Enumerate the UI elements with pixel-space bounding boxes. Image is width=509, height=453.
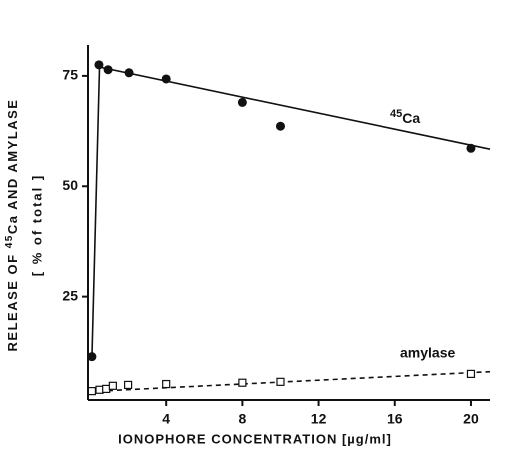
x-tick-label: 4 [162, 411, 170, 427]
x-axis-label: IONOPHORE CONCENTRATION [µg/ml] [118, 431, 392, 446]
y-label-part: RELEASE OF [5, 248, 20, 351]
series-label-text: Ca [402, 110, 420, 126]
x-tick-label: 20 [463, 411, 479, 427]
series-label: amylase [400, 344, 455, 360]
y-tick-label: 50 [62, 177, 78, 193]
x-tick-label: 8 [238, 411, 246, 427]
point [124, 68, 134, 78]
point [237, 97, 247, 107]
series-label-text: amylase [400, 344, 455, 360]
point [123, 380, 133, 390]
series-label-sup: 45 [390, 108, 402, 120]
fit-line [89, 370, 491, 393]
series-label: 45Ca [390, 108, 420, 126]
point [94, 60, 104, 70]
point [276, 377, 285, 386]
point [87, 352, 97, 362]
fit-line [91, 66, 491, 359]
point [162, 379, 171, 389]
y-tick-label: 25 [62, 287, 78, 303]
y-label-part: Ca AND AMYLASE [5, 99, 20, 235]
point [108, 381, 117, 390]
y-axis-label-2: [ % of total ] [29, 174, 44, 276]
point [275, 121, 285, 131]
y-tick-label: 75 [62, 67, 78, 83]
point [466, 369, 476, 378]
y-label-sup: 45 [4, 234, 15, 248]
point [103, 65, 113, 75]
x-tick-label: 12 [311, 411, 327, 427]
point [87, 387, 97, 396]
point [95, 385, 104, 394]
point [102, 384, 111, 393]
x-tick-label: 16 [387, 411, 403, 427]
point [466, 143, 476, 153]
point [238, 378, 247, 387]
point [161, 74, 171, 84]
y-axis-label: RELEASE OF 45Ca AND AMYLASE [4, 99, 21, 352]
